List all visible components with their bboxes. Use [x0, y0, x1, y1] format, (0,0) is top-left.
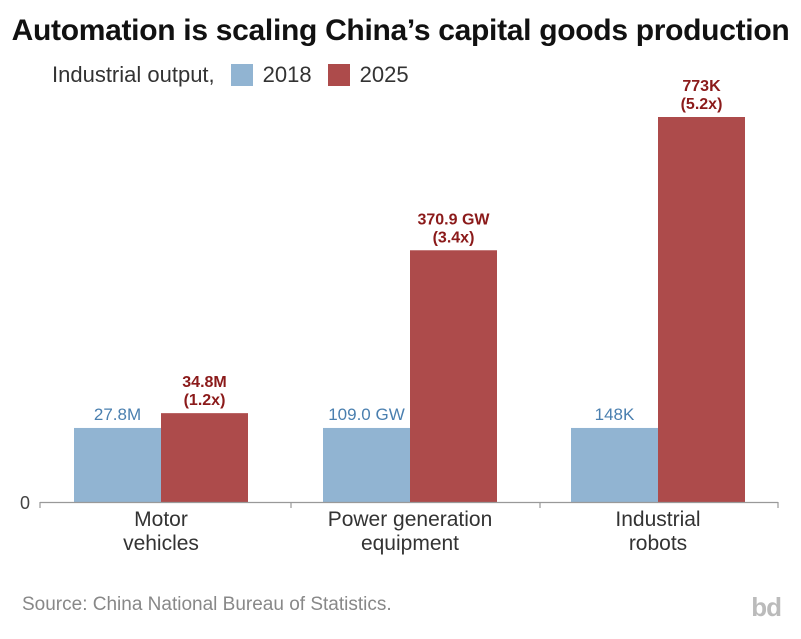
bar-2018-0	[74, 427, 161, 502]
data-label-2025-2-1: (5.2x)	[681, 96, 723, 113]
data-label-2025-1-0: 370.9 GW	[417, 211, 490, 228]
legend: Industrial output, 2018 2025	[52, 62, 409, 88]
category-label-2-0: Industrial	[615, 508, 700, 531]
data-label-2025-0-1: (1.2x)	[184, 392, 226, 409]
category-label-0-0: Motor	[134, 508, 188, 531]
data-label-2025-2-0: 773K	[682, 78, 721, 95]
legend-label-2025: 2025	[359, 62, 409, 87]
category-label-2-1: robots	[629, 532, 687, 555]
legend-swatch-2018	[230, 64, 253, 86]
publisher-logo: bd	[751, 592, 782, 622]
legend-prefix: Industrial output,	[52, 62, 215, 87]
chart-title: Automation is scaling China’s capital go…	[11, 14, 790, 47]
data-label-2025-1-1: (3.4x)	[433, 229, 475, 246]
bar-2025-0	[161, 413, 248, 502]
bar-2018-2	[571, 427, 658, 502]
data-label-2018-2-0: 148K	[595, 405, 635, 424]
data-label-2018-1-0: 109.0 GW	[328, 405, 405, 424]
category-label-1-1: equipment	[361, 532, 459, 555]
category-label-1-0: Power generation	[328, 508, 493, 531]
legend-swatch-2025	[327, 64, 350, 86]
bar-2018-1	[323, 427, 410, 502]
source-note: Source: China National Bureau of Statist…	[22, 594, 392, 615]
legend-label-2018: 2018	[262, 62, 312, 87]
data-label-2025-0-0: 34.8M	[182, 374, 226, 391]
bar-2025-2	[658, 117, 745, 502]
bar-2025-1	[410, 250, 497, 502]
y-tick-label-0: 0	[20, 493, 30, 513]
category-label-0-1: vehicles	[123, 532, 199, 555]
data-label-2018-0-0: 27.8M	[94, 405, 141, 424]
